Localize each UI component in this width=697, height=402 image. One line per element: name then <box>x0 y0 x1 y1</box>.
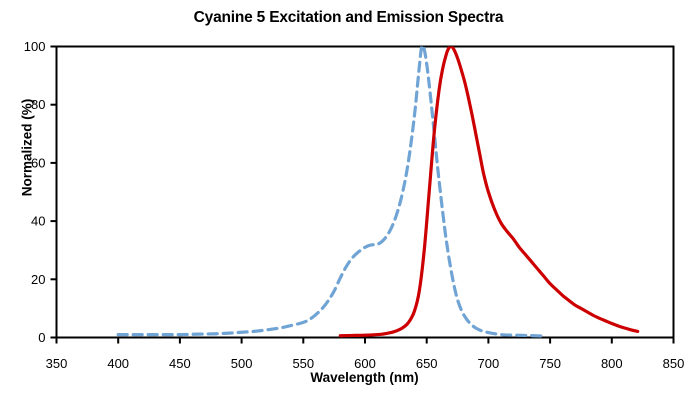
plot-frame <box>55 45 675 339</box>
x-axis-tick-label: 700 <box>478 356 500 371</box>
x-axis-tick-label: 800 <box>601 356 623 371</box>
x-axis-tick-label: 500 <box>231 356 253 371</box>
series-group <box>116 46 640 338</box>
y-axis-tick-label: 80 <box>31 97 45 112</box>
x-axis-tick-label: 750 <box>539 356 561 371</box>
y-axis-tick-label: 20 <box>31 272 45 287</box>
x-axis-tick-label: 850 <box>663 356 685 371</box>
x-axis-tick-label: 650 <box>416 356 438 371</box>
y-axis-tick-label: 60 <box>31 155 45 170</box>
x-axis-label: Wavelength (nm) <box>310 370 419 385</box>
series-line-excitation <box>116 46 547 338</box>
x-axis-tick-label: 400 <box>107 356 129 371</box>
series-line-emission <box>338 46 640 338</box>
y-axis-tick-label: 40 <box>31 214 45 229</box>
y-axis-tick-label: 0 <box>38 330 45 345</box>
x-axis-tick-label: 350 <box>46 356 68 371</box>
x-axis-tick-label: 450 <box>169 356 191 371</box>
y-axis-tick-label: 100 <box>24 39 46 54</box>
x-axis-tick-label: 550 <box>292 356 314 371</box>
chart-title: Cyanine 5 Excitation and Emission Spectr… <box>193 9 504 26</box>
x-axis-tick-label: 600 <box>354 356 376 371</box>
